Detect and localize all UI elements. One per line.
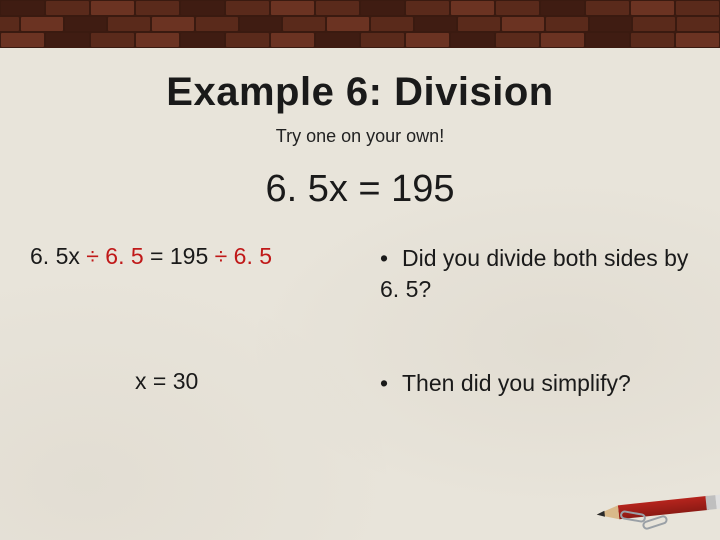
step1-lhs: 6. 5x (30, 243, 86, 269)
bullet-2-text: Then did you simplify? (402, 370, 631, 396)
bullet-1-text: Did you divide both sides by 6. 5? (380, 245, 688, 302)
main-equation: 6. 5x = 195 (0, 168, 720, 211)
slide-canvas: Example 6: Division Try one on your own!… (0, 48, 720, 540)
paperclips-decoration (620, 512, 680, 532)
brick-header (0, 0, 720, 48)
bullet-dot-icon: • (380, 368, 402, 399)
bullet-2: •Then did you simplify? (380, 368, 690, 399)
step-1: 6. 5x ÷ 6. 5 = 195 ÷ 6. 5 (30, 243, 272, 270)
step1-op2: ÷ 6. 5 (215, 243, 272, 269)
bullet-dot-icon: • (380, 243, 402, 274)
slide-title: Example 6: Division (0, 70, 720, 115)
step1-op1: ÷ 6. 5 (86, 243, 143, 269)
step1-mid: = 195 (144, 243, 215, 269)
slide-subtitle: Try one on your own! (0, 126, 720, 147)
step-2: x = 30 (135, 368, 198, 395)
bullet-1: •Did you divide both sides by 6. 5? (380, 243, 690, 305)
